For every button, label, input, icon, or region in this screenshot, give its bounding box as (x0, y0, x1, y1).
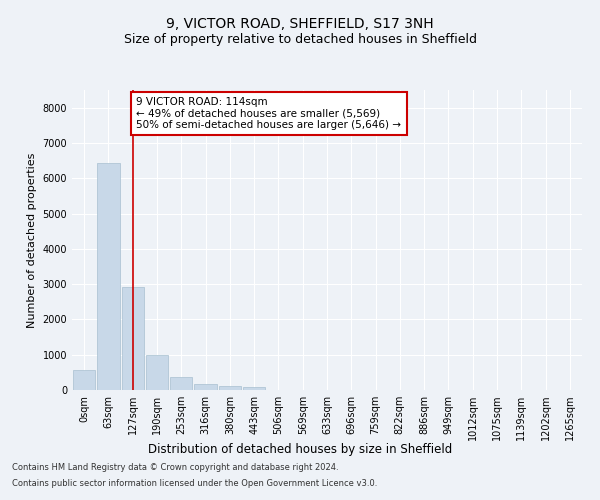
Bar (170, 378, 193, 390)
Bar (243, 387, 265, 390)
Bar (97, 163, 119, 390)
Text: 9 VICTOR ROAD: 114sqm
← 49% of detached houses are smaller (5,569)
50% of semi-d: 9 VICTOR ROAD: 114sqm ← 49% of detached … (136, 97, 401, 130)
Text: Distribution of detached houses by size in Sheffield: Distribution of detached houses by size … (148, 442, 452, 456)
Text: Contains public sector information licensed under the Open Government Licence v3: Contains public sector information licen… (12, 478, 377, 488)
Bar (122, 287, 144, 390)
Bar (218, 386, 241, 390)
Text: 9, VICTOR ROAD, SHEFFIELD, S17 3NH: 9, VICTOR ROAD, SHEFFIELD, S17 3NH (166, 18, 434, 32)
Y-axis label: Number of detached properties: Number of detached properties (27, 152, 37, 328)
Text: Size of property relative to detached houses in Sheffield: Size of property relative to detached ho… (124, 32, 476, 46)
Bar (194, 384, 217, 390)
Bar (73, 370, 95, 390)
Bar (146, 355, 168, 390)
Text: Contains HM Land Registry data © Crown copyright and database right 2024.: Contains HM Land Registry data © Crown c… (12, 464, 338, 472)
